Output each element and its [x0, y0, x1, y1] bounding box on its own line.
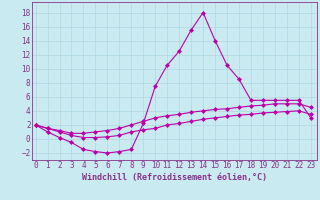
X-axis label: Windchill (Refroidissement éolien,°C): Windchill (Refroidissement éolien,°C)	[82, 173, 267, 182]
